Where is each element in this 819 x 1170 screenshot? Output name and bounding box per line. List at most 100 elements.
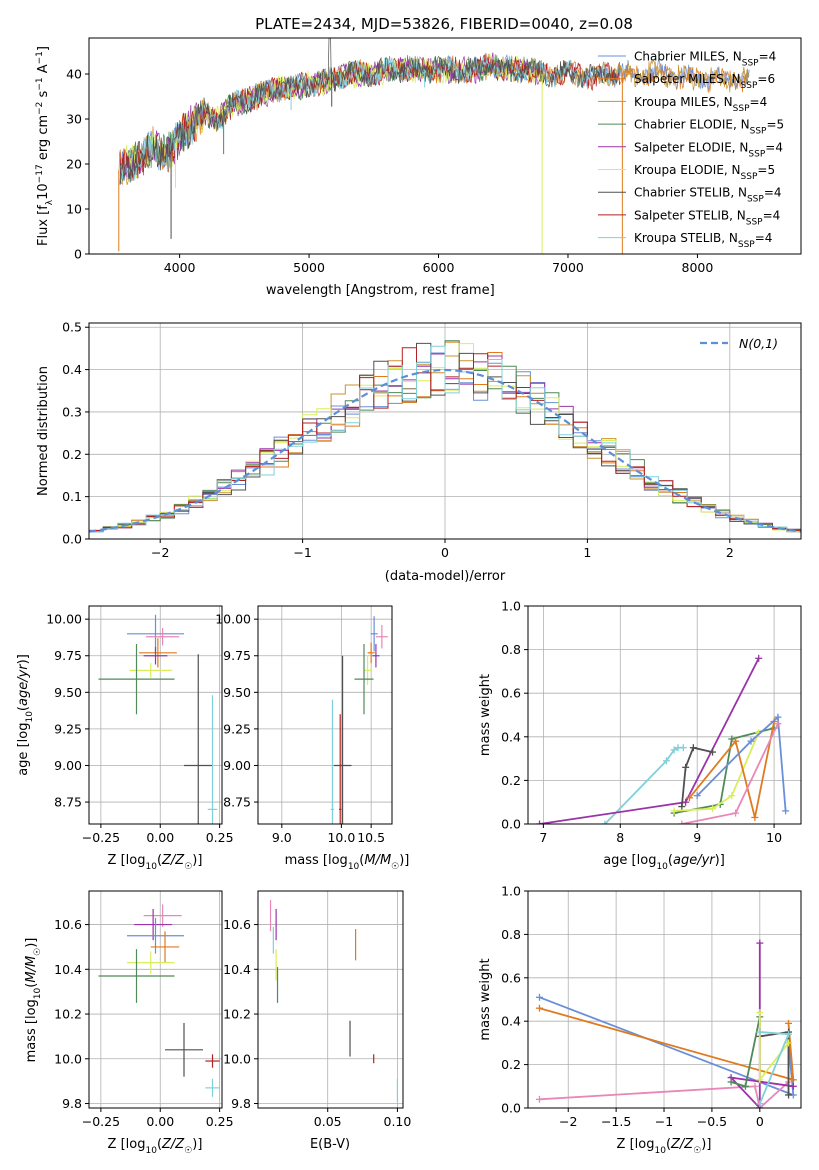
y-tick-label: 9.8 <box>231 1096 251 1111</box>
label-part: ( <box>157 853 162 868</box>
label-part: A <box>36 64 51 77</box>
label-part: =4 <box>759 50 777 64</box>
y-tick-label: 0.4 <box>501 1014 521 1029</box>
label-part: Z [log <box>108 853 146 868</box>
label-part: −1 <box>35 51 45 64</box>
massweight-vs-age-panel: 7 8 9 10 0.0 0.2 0.4 0.6 0.8 1.0 mass weight age [l… <box>478 599 802 872</box>
label-part: )] <box>192 853 202 868</box>
y-tick-label: 20 <box>66 157 82 172</box>
spectrum-panel: 4000 5000 6000 7000 8000 0 10 20 30 40 wavelength … <box>35 37 802 298</box>
label-part: 10 <box>348 862 360 872</box>
y-tick-label: 10 <box>66 202 82 217</box>
y-tick-label: 40 <box>66 67 82 82</box>
label-part: M/M <box>364 853 391 868</box>
y-tick-label: 9.75 <box>223 648 251 663</box>
label-part: ( <box>24 983 39 988</box>
label-part: age/yr <box>16 663 31 706</box>
y-tick-label: 0.2 <box>501 1057 521 1072</box>
y-tick-label: 0.0 <box>62 532 82 547</box>
y-axis-label: mass [log10(M/M☉)] <box>24 938 43 1063</box>
x-axis-label: Z [log10(Z/Z☉)] <box>617 1137 712 1156</box>
label-part: ] <box>36 46 51 51</box>
label-part: SSP <box>738 240 755 250</box>
label-part: SSP <box>741 172 758 182</box>
weight-line-salpeter_miles <box>688 721 775 818</box>
y-tick-label: 0.2 <box>501 773 521 788</box>
legend-label-kroupa_stelib: Kroupa STELIB, NSSP=4 <box>634 231 772 250</box>
axes-frame <box>88 37 802 255</box>
y-tick-label: 9.75 <box>54 648 82 663</box>
y-tick-label: 10.0 <box>223 1051 251 1066</box>
y-tick-label: 0.3 <box>62 404 82 419</box>
plot-area <box>330 616 388 824</box>
y-tick-label: 9.50 <box>223 685 251 700</box>
label-part: 10 <box>145 862 157 872</box>
x-axis-label: age [log10(age/yr)] <box>603 853 725 872</box>
y-tick-label: 9.25 <box>223 721 251 736</box>
legend-label-salpeter_elodie: Salpeter ELODIE, NSSP=4 <box>634 140 783 159</box>
label-part: erg cm <box>36 115 51 164</box>
legend-label-salpeter_stelib: Salpeter STELIB, NSSP=4 <box>634 208 780 227</box>
y-tick-label: 9.8 <box>62 1096 82 1111</box>
x-tick-label: 7000 <box>552 260 584 275</box>
spectrum-line-chabrier_stelib <box>119 38 620 184</box>
y-tick-label: 1.0 <box>501 884 521 899</box>
y-tick-label: 10.2 <box>223 1007 251 1022</box>
label-part: ☉ <box>693 1146 701 1156</box>
y-tick-label: 10.6 <box>223 917 251 932</box>
label-part: SSP <box>747 195 764 205</box>
x-tick-label: 1 <box>583 545 591 560</box>
label-part: 10 <box>145 1146 157 1156</box>
y-axis-label: Flux [fλ10−17 erg cm−2 s−1 A−1] <box>35 46 55 246</box>
label-part: )] <box>701 1137 711 1152</box>
weight-line-kroupa_elodie <box>674 732 760 812</box>
label-part: SSP <box>748 149 765 159</box>
label-part: 10 <box>656 862 668 872</box>
x-tick-label: 0.10 <box>384 1114 412 1129</box>
label-part: Z [log <box>108 1137 146 1152</box>
weight-line-pink <box>539 1081 790 1108</box>
x-tick-label: 0 <box>756 1114 764 1129</box>
label-part: SSP <box>750 127 767 137</box>
label-part: =4 <box>765 140 783 154</box>
plot-area <box>535 939 797 1108</box>
label-part: SSP <box>741 81 758 91</box>
label-part: Salpeter ELODIE, N <box>634 140 748 154</box>
label-part: ( <box>157 1137 162 1152</box>
y-axis-label: Normed distribution <box>36 366 51 496</box>
x-axis-label: E(B-V) <box>310 1137 350 1152</box>
label-part: 10 <box>654 1146 666 1156</box>
label-part: )] <box>24 938 39 948</box>
weight-line-kroupa_stelib <box>758 1031 790 1105</box>
label-part: )] <box>399 853 409 868</box>
label-part: )] <box>192 1137 202 1152</box>
weight-line-salpeter_miles <box>539 1007 795 1082</box>
label-part: ( <box>16 706 31 711</box>
label-part: −2 <box>35 102 45 115</box>
plot-area <box>118 38 750 254</box>
label-part: Z [log <box>617 1137 655 1152</box>
x-tick-label: 10.0 <box>327 830 355 845</box>
massweight-vs-metallicity-panel: −2 −1.5 −1 −0.5 0 0.0 0.2 0.4 0.6 0.8 1.0 mass weig… <box>478 884 802 1156</box>
label-part: )] <box>715 853 725 868</box>
x-tick-label: −0.5 <box>697 1114 727 1129</box>
y-tick-label: 9.25 <box>54 721 82 736</box>
plot-area <box>98 904 220 1097</box>
label-part: ( <box>666 1137 671 1152</box>
plot-area <box>98 614 218 824</box>
label-part: ( <box>359 853 364 868</box>
axes-frame <box>88 890 223 1109</box>
label-part: 10 <box>25 711 35 723</box>
label-part: λ <box>45 199 55 205</box>
label-part: Z/Z <box>161 1137 185 1152</box>
y-tick-label: 10.00 <box>215 612 251 627</box>
x-tick-label: 8 <box>616 830 624 845</box>
x-tick-label: 10 <box>766 830 782 845</box>
mass-vs-ebv-panel: 0.05 0.10 9.8 10.0 10.2 10.4 10.6 E(B-V) <box>223 890 412 1152</box>
x-axis-label: wavelength [Angstrom, rest frame] <box>266 283 495 298</box>
x-tick-label: 8000 <box>682 260 714 275</box>
y-tick-label: 0.5 <box>62 320 82 335</box>
label-part: age [log <box>16 723 31 776</box>
plot-area <box>269 899 399 1102</box>
